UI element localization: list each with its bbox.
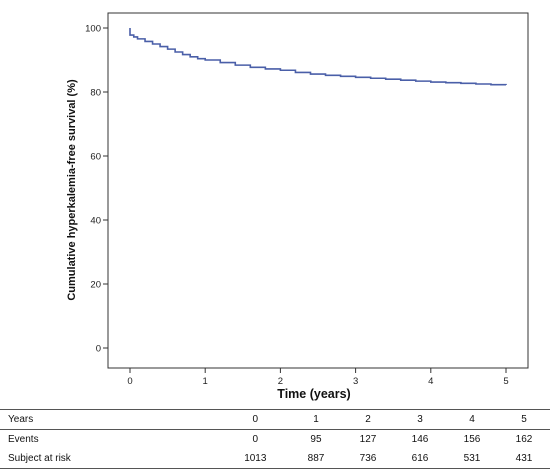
x-axis: 0 1 2 3 4 5 xyxy=(127,368,509,387)
events-label: Events xyxy=(8,434,39,445)
survival-curve xyxy=(129,28,507,86)
at-risk-cell: 736 xyxy=(341,449,394,469)
at-risk-cell: 1013 xyxy=(220,449,290,469)
x-tick-label: 0 xyxy=(127,376,132,387)
years-cell: 2 xyxy=(341,409,394,430)
y-axis-title: Cumulative hyperkalemia-free survival (%… xyxy=(66,79,78,301)
at-risk-cell: 616 xyxy=(393,449,446,469)
y-tick-label: 60 xyxy=(90,152,101,163)
y-tick-label: 0 xyxy=(96,344,101,355)
events-cell: 156 xyxy=(463,434,481,445)
risk-table: Years 0 1 2 3 4 5 Events 0 95 127 146 15… xyxy=(0,409,550,469)
years-cell: 5 xyxy=(497,409,550,430)
risk-table-row-years: Years 0 1 2 3 4 5 xyxy=(0,409,550,430)
years-cell: 3 xyxy=(393,409,446,430)
x-tick-label: 4 xyxy=(428,376,433,387)
survival-chart: 0 20 40 60 80 100 0 1 2 3 4 5 Time (years) Cumulat… xyxy=(66,12,529,401)
events-cell: 162 xyxy=(515,434,533,445)
years-cell: 0 xyxy=(220,409,290,430)
y-tick-label: 80 xyxy=(90,88,101,99)
events-cell: 0 xyxy=(252,434,259,445)
at-risk-cell: 887 xyxy=(289,449,342,469)
y-tick-label: 20 xyxy=(90,280,101,291)
risk-table-row-at-risk: Subject at risk 1013 887 736 616 531 431 xyxy=(0,449,550,469)
years-cell: 1 xyxy=(289,409,342,430)
years-cell: 4 xyxy=(445,409,498,430)
x-axis-title: Time (years) xyxy=(277,387,350,401)
x-tick-label: 1 xyxy=(203,376,208,387)
y-axis: 0 20 40 60 80 100 xyxy=(85,24,108,355)
plot-frame xyxy=(107,12,529,369)
x-tick-label: 2 xyxy=(278,376,283,387)
y-tick-label: 100 xyxy=(85,24,101,35)
x-tick-label: 5 xyxy=(503,376,508,387)
y-tick-label: 40 xyxy=(90,216,101,227)
years-label: Years xyxy=(0,409,221,430)
x-tick-label: 3 xyxy=(353,376,358,387)
events-cell: 127 xyxy=(359,434,377,445)
at-risk-label: Subject at risk xyxy=(0,449,221,469)
risk-table-row-events: Events 0 95 127 146 156 162 xyxy=(0,430,550,450)
events-cell: 95 xyxy=(310,434,322,445)
events-cell: 146 xyxy=(411,434,429,445)
at-risk-cell: 531 xyxy=(445,449,498,469)
at-risk-cell: 431 xyxy=(497,449,550,469)
